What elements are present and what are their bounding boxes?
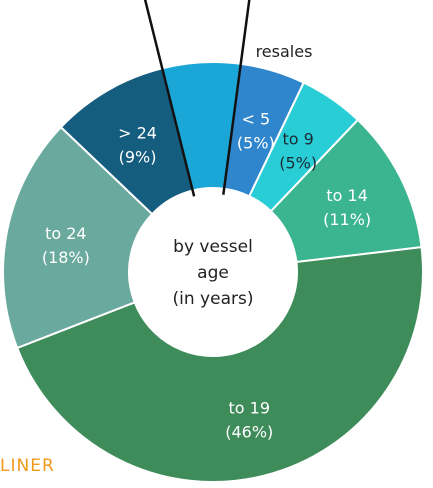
slice-value-lt-5: (5%) <box>237 133 275 152</box>
callout-line-1 <box>143 0 196 197</box>
callout-line-2 <box>222 0 251 195</box>
slice-value-to-19: (46%) <box>225 423 273 442</box>
slice-label-lt-5: < 5 <box>242 109 271 128</box>
slice-value-to-14: (11%) <box>323 210 371 229</box>
callout-label-resales: resales <box>256 42 313 61</box>
center-label-line: (in years) <box>173 289 254 309</box>
slice-label-to-14: to 14 <box>326 186 368 205</box>
center-label-line: age <box>197 263 229 283</box>
brand-watermark-text: LINER <box>0 456 55 476</box>
slice-label-gt-24: > 24 <box>118 123 157 142</box>
slice-label-to-9: to 9 <box>283 130 314 149</box>
slice-to-19 <box>15 246 424 483</box>
slice-value-gt-24: (9%) <box>119 147 157 166</box>
slice-value-to-24: (18%) <box>42 248 90 267</box>
slice-value-to-9: (5%) <box>279 154 317 173</box>
slice-label-to-19: to 19 <box>229 399 271 418</box>
slice-to-14 <box>269 118 423 264</box>
slice-to-24 <box>2 125 154 350</box>
slice-label-to-24: to 24 <box>45 224 87 243</box>
center-label-line: by vessel <box>173 237 253 257</box>
